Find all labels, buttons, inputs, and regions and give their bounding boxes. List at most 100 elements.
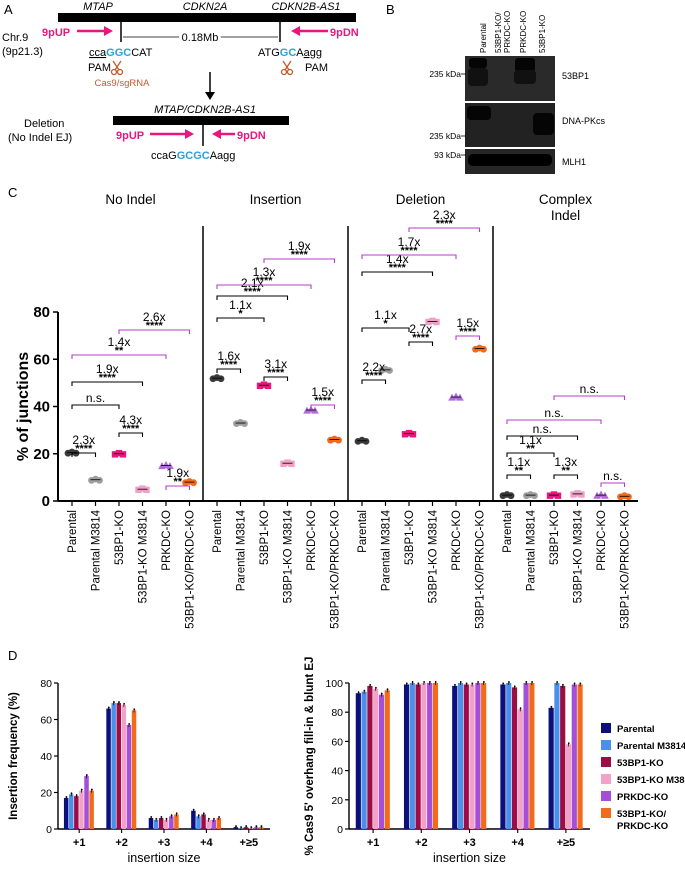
data-point	[433, 318, 440, 326]
category-label: PRKDC-KO	[161, 510, 173, 571]
comparison-bracket	[216, 368, 242, 373]
replicate-dot	[465, 682, 468, 685]
data-point	[280, 460, 287, 467]
data-point	[96, 476, 103, 484]
significance-label: **	[115, 345, 124, 357]
panel-d: D 0 20 40 60 80 Insertion frequency (%) +1 +2 +3…	[8, 648, 685, 865]
fold-change-label: 3.1x	[264, 357, 287, 371]
comparison-bracket	[71, 381, 144, 386]
y-axis-label: % of junctions	[15, 352, 32, 461]
replicate-dot	[502, 682, 505, 685]
lane-label-2a: 53BP1-KO/	[494, 12, 503, 53]
distance-label: 0.18Mb	[182, 32, 219, 44]
gene-cdkn2a: CDKN2A	[183, 1, 228, 13]
significance-label: ****	[400, 245, 418, 257]
category-label: PRKDC-KO	[451, 510, 463, 571]
bar	[517, 709, 523, 829]
replicate-dot	[128, 723, 131, 725]
bar	[201, 814, 206, 829]
category-label: 53BP1-KO/PRKDC-KO	[475, 510, 487, 629]
bar	[206, 819, 211, 829]
band-53bp1-parental-lower	[468, 68, 488, 86]
band-53bp1-prkdc	[515, 58, 535, 72]
data-point	[119, 451, 127, 458]
panel-c: C 0 20 40 60 80 % of junctions No Indel Inserti…	[8, 185, 638, 629]
data-point	[190, 479, 197, 487]
y-tick-label: 20	[40, 788, 52, 800]
comparison-bracket	[506, 419, 602, 424]
fold-change-label: n.s.	[86, 391, 105, 405]
fold-change-label: n.s.	[603, 469, 622, 483]
x-tick-label: +≥5	[240, 837, 259, 849]
fold-change-label: 2.3x	[72, 433, 95, 447]
bar	[415, 684, 421, 829]
fold-change-label: 2.2x	[362, 360, 385, 374]
comparison-bracket	[263, 258, 336, 263]
y-tick-label: 20	[33, 446, 50, 463]
category-label: 53BP1-KO M3814	[138, 509, 150, 603]
bar	[529, 683, 535, 829]
legend-swatch	[601, 808, 611, 818]
right-gc: GC	[280, 47, 297, 59]
comparison-bracket	[118, 329, 191, 334]
bar	[355, 693, 361, 829]
replicate-dot	[240, 826, 243, 828]
significance-label: *	[383, 318, 388, 330]
x-tick-label: +4	[511, 837, 524, 849]
replicate-dot	[513, 685, 516, 688]
primer-dn-arrowhead	[291, 26, 300, 36]
legend-swatch	[601, 723, 611, 733]
category-label: 53BP1-KO M3814	[283, 509, 295, 603]
data-point	[115, 449, 123, 457]
bar	[367, 685, 373, 829]
category-label: 53BP1-KO/PRKDC-KO	[620, 510, 632, 629]
data-point	[260, 381, 268, 388]
replicate-dot	[250, 826, 253, 828]
data-point	[143, 486, 150, 493]
replicate-dot	[471, 682, 474, 685]
significance-label: ****	[220, 359, 238, 371]
panel-c-letter: C	[8, 185, 17, 200]
comparison-bracket	[71, 452, 97, 457]
comparison-bracket	[553, 395, 626, 400]
category-label: Parental M3814	[236, 509, 248, 591]
bar	[174, 814, 179, 829]
category-label: Parental	[212, 510, 224, 553]
comparison-bracket	[118, 432, 144, 437]
data-point	[550, 491, 558, 498]
facet-title: Complex	[539, 192, 593, 207]
replicate-dot	[386, 688, 389, 691]
comparison-bracket	[455, 335, 481, 340]
replicate-dot	[197, 814, 200, 817]
significance-label: ****	[389, 262, 407, 274]
category-label: 53BP1-KO	[549, 510, 561, 565]
data-point	[429, 317, 436, 325]
replicate-dot	[531, 681, 534, 683]
legend-swatch	[601, 791, 611, 801]
replicate-dot	[567, 742, 570, 745]
bar	[403, 684, 410, 829]
protein-dnapkcs: DNA-PKcs	[562, 116, 606, 126]
legend-label: Parental	[617, 724, 655, 735]
bar	[506, 683, 512, 829]
comparison-bracket	[506, 452, 555, 457]
replicate-dot	[423, 681, 426, 683]
facet-title: Indel	[551, 208, 580, 223]
legend-label: 53BP1-KO	[617, 758, 663, 769]
replicate-dot	[123, 703, 126, 705]
replicate-dot	[562, 684, 564, 686]
legend-label: PRKDC-KO	[617, 821, 668, 832]
fusion-gene-label: MTAP/CDKN2B-AS1	[154, 104, 256, 116]
significance-label: ****	[291, 249, 309, 261]
lane-labels: Parental 53BP1-KO/ PRKDC-KO PRKDC-KO 53B…	[479, 11, 547, 53]
significance-label: **	[561, 465, 570, 477]
replicate-dot	[113, 701, 115, 703]
replicate-dot	[245, 825, 248, 828]
left-target-sequence: ccaGGCCAT	[89, 47, 153, 59]
significance-label: **	[514, 465, 523, 477]
comparison-bracket	[361, 327, 410, 332]
fold-change-label: 1.4x	[108, 335, 131, 349]
replicate-dot	[175, 812, 178, 815]
comparison-bracket	[310, 404, 336, 409]
deletion-label: Deletion	[24, 118, 64, 130]
